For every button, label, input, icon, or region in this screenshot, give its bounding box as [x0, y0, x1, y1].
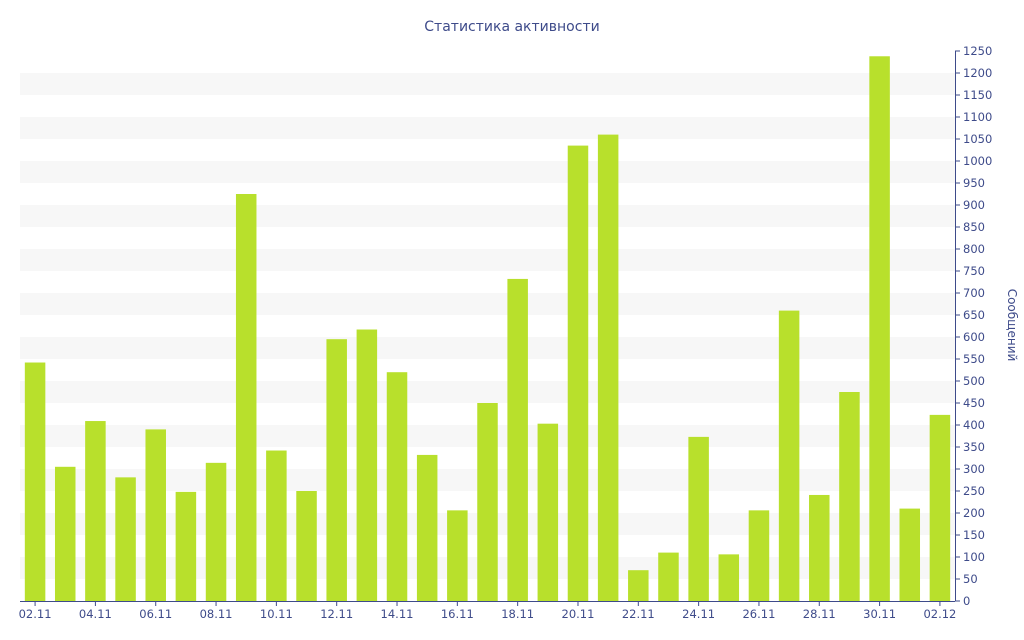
y-tick-label: 750	[963, 264, 985, 278]
bar-01.12[interactable]	[899, 508, 921, 601]
y-tick-label: 150	[963, 528, 985, 542]
x-tick-label: 04.11	[79, 607, 112, 621]
y-tick-label: 50	[963, 572, 978, 586]
y-tick-label: 1100	[963, 110, 992, 124]
y-tick-label: 950	[963, 176, 985, 190]
x-tick-label: 24.11	[682, 607, 715, 621]
x-tick-label: 02.12	[923, 607, 956, 621]
y-tick-label: 650	[963, 308, 985, 322]
x-tick-label: 12.11	[320, 607, 353, 621]
y-tick-label: 250	[963, 484, 985, 498]
bar-08.11[interactable]	[205, 462, 227, 601]
y-tick-label: 700	[963, 286, 985, 300]
y-tick-label: 350	[963, 440, 985, 454]
y-tick-label: 200	[963, 506, 985, 520]
bar-07.11[interactable]	[175, 491, 197, 601]
grid-band	[20, 161, 955, 183]
x-tick-label: 20.11	[562, 607, 595, 621]
y-tick-label: 600	[963, 330, 985, 344]
bar-25.11[interactable]	[718, 554, 740, 601]
bar-06.11[interactable]	[145, 429, 166, 601]
bar-24.11[interactable]	[688, 436, 709, 601]
y-tick-label: 1250	[963, 44, 992, 58]
chart-title: Статистика активности	[424, 19, 599, 35]
x-tick-label: 22.11	[622, 607, 655, 621]
bar-21.11[interactable]	[597, 134, 619, 601]
bar-22.11[interactable]	[628, 570, 649, 601]
x-tick-label: 02.11	[19, 607, 52, 621]
bar-11.11[interactable]	[296, 491, 317, 601]
bar-27.11[interactable]	[778, 310, 800, 601]
bar-02.11[interactable]	[24, 362, 46, 601]
bar-02.12[interactable]	[929, 414, 951, 601]
bar-28.11[interactable]	[809, 494, 830, 601]
bar-03.11[interactable]	[54, 466, 76, 601]
bar-13.11[interactable]	[356, 329, 378, 601]
grid-band	[20, 293, 955, 315]
x-tick-label: 06.11	[139, 607, 172, 621]
y-tick-label: 550	[963, 352, 985, 366]
bar-30.11[interactable]	[869, 56, 890, 601]
y-tick-label: 100	[963, 550, 985, 564]
y-tick-label: 300	[963, 462, 985, 476]
y-tick-label: 450	[963, 396, 985, 410]
y-tick-label: 1000	[963, 154, 992, 168]
x-tick-label: 30.11	[863, 607, 896, 621]
y-tick-label: 850	[963, 220, 985, 234]
bar-26.11[interactable]	[748, 510, 770, 601]
bar-19.11[interactable]	[537, 423, 559, 601]
x-tick-label: 14.11	[381, 607, 414, 621]
bar-14.11[interactable]	[386, 372, 408, 601]
y-tick-label: 400	[963, 418, 985, 432]
bar-09.11[interactable]	[235, 194, 257, 601]
y-axis-title: Сообщений	[1005, 289, 1019, 362]
y-tick-label: 900	[963, 198, 985, 212]
x-axis: 02.11 04.11 06.11 08.11 10.11 12.11 14.11 16.11…	[19, 601, 956, 621]
x-tick-label: 18.11	[501, 607, 534, 621]
y-axis: 0 50 100 150 200 250 300 350 400 450 500 550 600 650 7…	[955, 44, 992, 608]
x-tick-label: 10.11	[260, 607, 293, 621]
grid-band	[20, 117, 955, 139]
bar-12.11[interactable]	[326, 339, 347, 601]
grid-band	[20, 381, 955, 403]
x-tick-label: 26.11	[742, 607, 775, 621]
bar-17.11[interactable]	[477, 403, 498, 601]
y-tick-label: 1050	[963, 132, 992, 146]
grid-band	[20, 337, 955, 359]
bar-29.11[interactable]	[839, 392, 860, 601]
bar-16.11[interactable]	[447, 510, 468, 601]
bar-15.11[interactable]	[416, 454, 438, 601]
y-tick-label: 1200	[963, 66, 992, 80]
bar-04.11[interactable]	[85, 421, 106, 601]
grid-band	[20, 73, 955, 95]
y-tick-label: 500	[963, 374, 985, 388]
bar-10.11[interactable]	[266, 450, 287, 601]
y-tick-label: 0	[963, 594, 970, 608]
x-tick-label: 16.11	[441, 607, 474, 621]
bar-20.11[interactable]	[567, 145, 589, 601]
bar-18.11[interactable]	[507, 278, 528, 601]
x-tick-label: 28.11	[803, 607, 836, 621]
bars	[24, 56, 951, 601]
grid-band	[20, 249, 955, 271]
bar-23.11[interactable]	[658, 552, 679, 601]
x-tick-label: 08.11	[200, 607, 233, 621]
y-tick-label: 1150	[963, 88, 992, 102]
bar-05.11[interactable]	[115, 477, 136, 601]
grid-band	[20, 205, 955, 227]
y-tick-label: 800	[963, 242, 985, 256]
